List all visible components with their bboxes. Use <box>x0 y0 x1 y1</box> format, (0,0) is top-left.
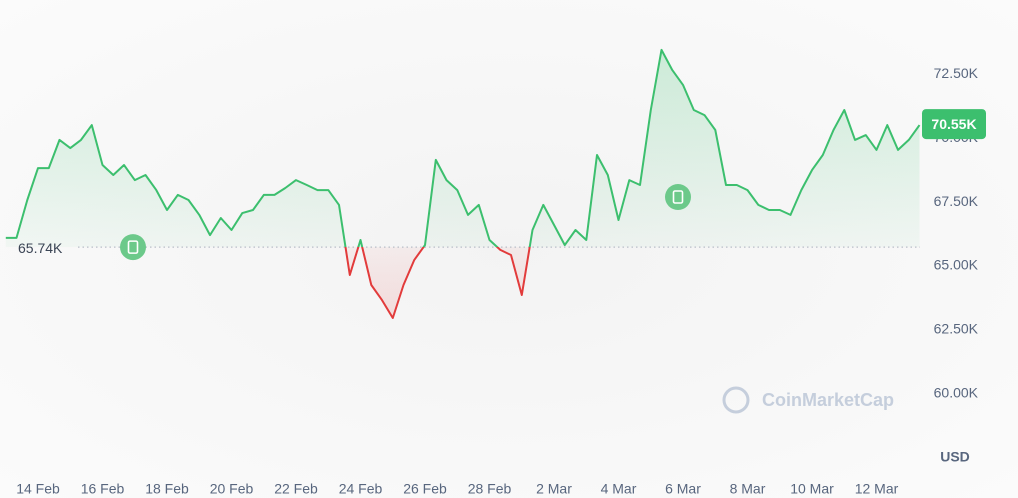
x-tick-label: 18 Feb <box>145 481 189 497</box>
note-icon <box>120 234 146 261</box>
y-tick-label: 60.00K <box>934 385 979 401</box>
watermark: CoinMarketCap <box>722 386 894 414</box>
y-tick-label: 65.00K <box>934 257 979 273</box>
x-tick-label: 6 Mar <box>665 481 701 497</box>
x-tick-label: 8 Mar <box>730 481 766 497</box>
price-tag <box>922 109 986 140</box>
y-tick-label: 67.50K <box>934 193 979 209</box>
x-tick-label: 28 Feb <box>468 481 512 497</box>
price-tag-label: 70.55K <box>931 116 976 132</box>
x-tick-label: 14 Feb <box>16 481 60 497</box>
baseline-label: 65.74K <box>18 240 63 256</box>
watermark-logo <box>722 386 750 414</box>
note-icon <box>665 184 691 210</box>
x-tick-label: 4 Mar <box>601 481 637 497</box>
unit-label: USD <box>940 449 970 465</box>
note-icon-doc <box>672 190 684 204</box>
x-tick-label: 10 Mar <box>790 481 834 497</box>
price-line <box>5 48 921 319</box>
x-tick-label: 16 Feb <box>81 481 125 497</box>
x-tick-label: 2 Mar <box>536 481 572 497</box>
note-icon-doc <box>127 240 139 254</box>
plot-area: 60.00K62.50K65.00K67.50K70.00K72.50K65.7… <box>5 48 986 497</box>
x-tick-label: 24 Feb <box>339 481 383 497</box>
x-tick-label: 22 Feb <box>274 481 318 497</box>
y-tick-label: 72.50K <box>934 65 979 81</box>
x-tick-label: 20 Feb <box>210 481 254 497</box>
watermark-text: CoinMarketCap <box>762 390 894 410</box>
x-tick-label: 26 Feb <box>403 481 447 497</box>
area-fill <box>5 49 920 319</box>
x-tick-label: 12 Mar <box>855 481 899 497</box>
y-tick-label: 62.50K <box>934 321 979 337</box>
